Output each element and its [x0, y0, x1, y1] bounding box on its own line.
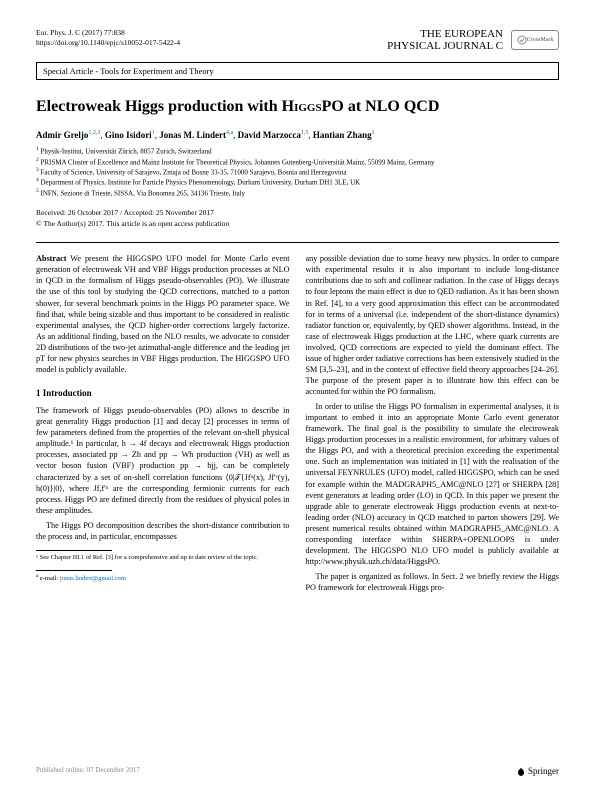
footnote-divider: [36, 550, 112, 551]
left-column: Abstract We present the HIGGSPO UFO mode…: [36, 253, 290, 593]
crossmark-icon: [517, 35, 527, 45]
springer-icon: [516, 767, 526, 777]
email-link[interactable]: jonas.lindert@gmail.com: [60, 575, 126, 582]
crossmark-label: CrossMark: [527, 37, 554, 43]
header-left: Eur. Phys. J. C (2017) 77:838 https://do…: [36, 28, 180, 48]
received-date: Received: 26 October 2017 / Accepted: 25…: [36, 208, 559, 217]
affiliations: 1 Physik-Institut, Universität Zürich, 8…: [36, 146, 559, 198]
affiliation-1: 1 Physik-Institut, Universität Zürich, 8…: [36, 146, 559, 156]
footnote-email: a e-mail: jonas.lindert@gmail.com: [36, 574, 290, 584]
header-right: THE EUROPEAN PHYSICAL JOURNAL C CrossMar…: [387, 28, 559, 52]
springer-logo: Springer: [516, 766, 559, 777]
authors-list: Admir Greljo1,2,3, Gino Isidori1, Jonas …: [36, 130, 559, 140]
abstract-text: We present the HIGGSPO UFO model for Mon…: [36, 254, 290, 374]
footnote-divider-2: [36, 570, 112, 571]
col2-para-1: any possible deviation due to some heavy…: [306, 253, 560, 397]
crossmark-badge[interactable]: CrossMark: [511, 30, 559, 50]
two-column-body: Abstract We present the HIGGSPO UFO mode…: [36, 253, 559, 593]
section-1-heading: 1 Introduction: [36, 387, 290, 399]
journal-line1: THE EUROPEAN: [387, 28, 503, 40]
intro-para-1: The framework of Higgs pseudo-observable…: [36, 405, 290, 516]
doi-link[interactable]: https://doi.org/10.1140/epjc/s10052-017-…: [36, 38, 180, 48]
col2-para-2: In order to utilise the Higgs PO formali…: [306, 401, 560, 567]
title-sc: HiggsPO: [282, 98, 344, 115]
special-article-box: Special Article - Tools for Experiment a…: [36, 62, 559, 80]
journal-name: THE EUROPEAN PHYSICAL JOURNAL C: [387, 28, 503, 52]
affiliation-4: 4 Department of Physics, Institute for P…: [36, 177, 559, 187]
affiliation-5: 5 INFN, Sezione di Trieste, SISSA, Via B…: [36, 188, 559, 198]
affiliation-3: 3 Faculty of Science, University of Sara…: [36, 167, 559, 177]
page-header: Eur. Phys. J. C (2017) 77:838 https://do…: [36, 28, 559, 52]
footnote-1: ¹ See Chapter III.1 of Ref. [3] for a co…: [36, 554, 290, 562]
published-date: Published online: 07 December 2017: [36, 766, 140, 777]
springer-text: Springer: [528, 766, 559, 776]
abstract: Abstract We present the HIGGSPO UFO mode…: [36, 253, 290, 375]
abstract-label: Abstract: [36, 254, 66, 263]
title-post: at NLO QCD: [344, 98, 440, 115]
copyright-line: © The Author(s) 2017. This article is an…: [36, 219, 559, 228]
title-pre: Electroweak Higgs production with: [36, 98, 282, 115]
journal-ref: Eur. Phys. J. C (2017) 77:838: [36, 28, 180, 38]
right-column: any possible deviation due to some heavy…: [306, 253, 560, 593]
divider: [36, 242, 559, 243]
affiliation-2: 2 PRISMA Cluster of Excellence and Mainz…: [36, 157, 559, 167]
article-title: Electroweak Higgs production with HiggsP…: [36, 98, 559, 116]
intro-para-2: The Higgs PO decomposition describes the…: [36, 520, 290, 542]
journal-line2: PHYSICAL JOURNAL C: [387, 40, 503, 52]
col2-para-3: The paper is organized as follows. In Se…: [306, 571, 560, 593]
page-footer: Published online: 07 December 2017 Sprin…: [36, 766, 559, 777]
